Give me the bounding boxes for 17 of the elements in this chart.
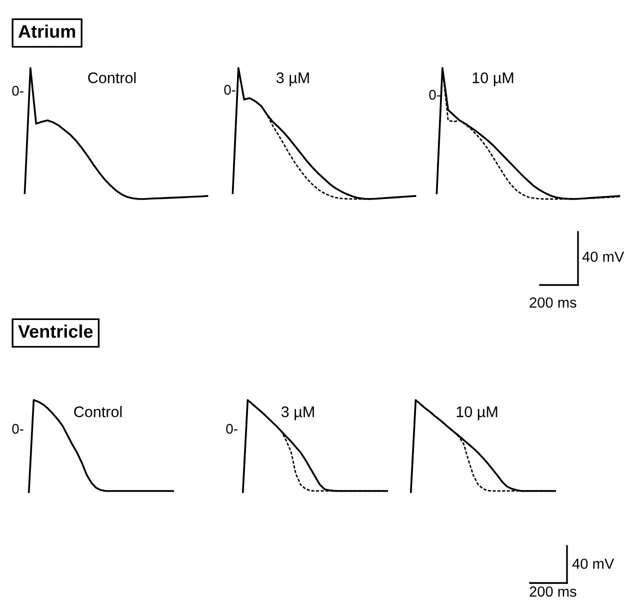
text: 40 mV [582,252,624,262]
annotation: 0- [224,84,236,95]
text: 200 ms [530,297,576,308]
chart-title: Control [88,72,136,84]
text: 40 mV [572,558,614,569]
text: 200 ms [530,586,576,597]
chart-title: 3 µM [281,406,314,420]
chart-title: Control [74,406,122,418]
chart-title: 3 µM [276,72,309,86]
annotation: 0- [12,86,24,96]
text: 0- [12,424,24,434]
chart-title: 10 µM [472,72,514,86]
annotation: 0- [429,90,440,100]
chart-title: 10 µM [456,406,498,420]
text: Ventricle [18,324,93,338]
text: Atrium [18,24,76,38]
text: 0- [226,424,238,434]
